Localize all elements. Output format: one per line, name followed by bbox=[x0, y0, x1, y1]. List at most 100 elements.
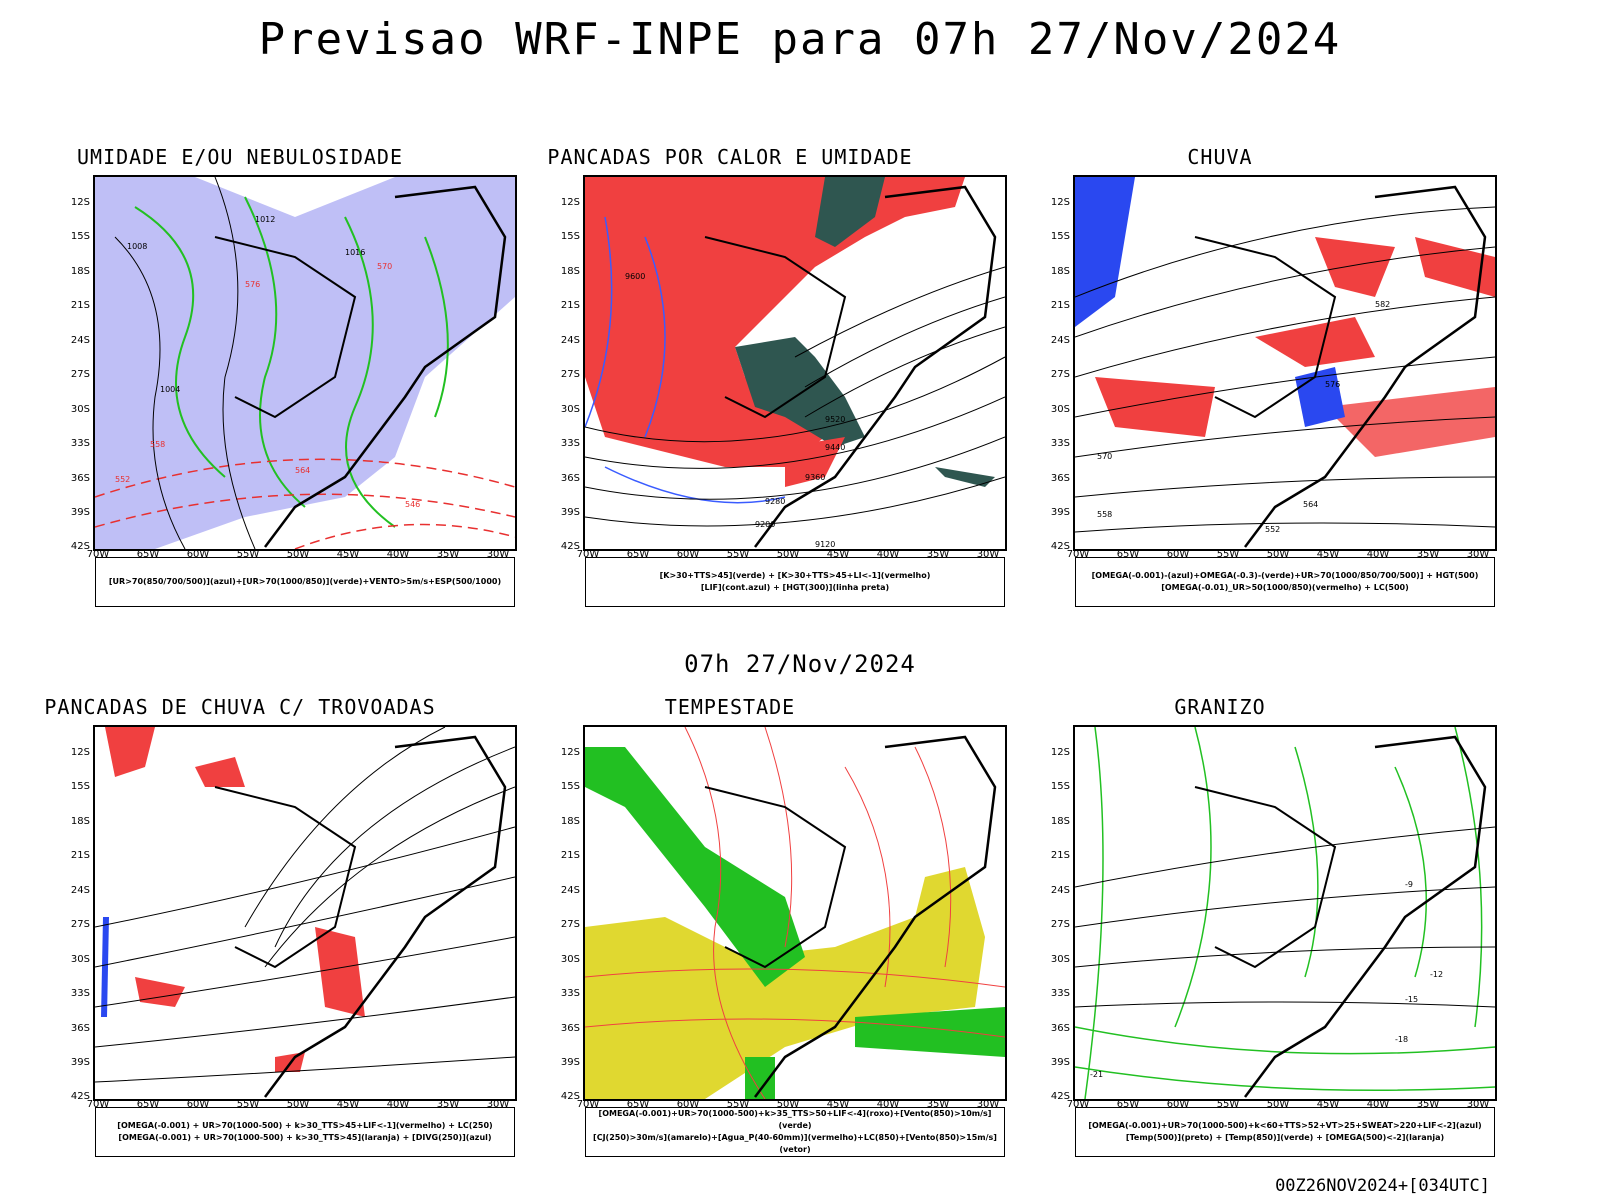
legend-line: [UR>70(850/700/500)](azul)+[UR>70(1000/8… bbox=[108, 577, 502, 586]
lat-label: 12S bbox=[70, 747, 90, 758]
lat-label: 30S bbox=[70, 954, 90, 965]
contour-label: 1012 bbox=[255, 215, 275, 224]
panel-chuva: CHUVA 582 576 570 564 558 552 12S bbox=[980, 145, 1497, 615]
panel-legend: [OMEGA(-0.001)-(azul)+OMEGA(-0.3)-(verde… bbox=[1075, 557, 1495, 607]
lat-label: 39S bbox=[70, 507, 90, 518]
contour-label: 582 bbox=[1375, 300, 1390, 309]
panel-title: PANCADAS POR CALOR E UMIDADE bbox=[547, 145, 913, 169]
contour-label: 1004 bbox=[160, 385, 180, 394]
lon-label: 30W bbox=[486, 1099, 510, 1110]
lat-label: 24S bbox=[560, 885, 580, 896]
lon-label: 40W bbox=[1366, 549, 1390, 560]
lat-label: 39S bbox=[560, 507, 580, 518]
contour-label: 9360 bbox=[805, 473, 825, 482]
lat-label: 12S bbox=[1050, 197, 1070, 208]
map-tempestade bbox=[583, 725, 1007, 1101]
lon-label: 55W bbox=[726, 1099, 750, 1110]
lat-label: 33S bbox=[560, 438, 580, 449]
lat-label: 15S bbox=[560, 781, 580, 792]
lon-label: 55W bbox=[726, 549, 750, 560]
contour-label: 9600 bbox=[625, 272, 645, 281]
legend-line: [CJ(250)>30m/s](amarelo)+[Agua_P(40-60mm… bbox=[593, 1133, 997, 1154]
lon-label: 70W bbox=[1066, 549, 1090, 560]
panel-legend: [OMEGA(-0.001)+UR>70(1000-500)+k>35_TTS>… bbox=[585, 1107, 1005, 1157]
lat-label: 15S bbox=[70, 231, 90, 242]
panel-title: TEMPESTADE bbox=[664, 695, 796, 719]
lon-label: 50W bbox=[1266, 1099, 1290, 1110]
lat-label: 33S bbox=[70, 438, 90, 449]
contour-label: -12 bbox=[1430, 970, 1443, 979]
lat-label: 21S bbox=[560, 300, 580, 311]
lat-label: 18S bbox=[560, 266, 580, 277]
contour-label: 9440 bbox=[825, 443, 845, 452]
lat-label: 18S bbox=[1050, 266, 1070, 277]
lon-label: 35W bbox=[926, 549, 950, 560]
panel-legend: [UR>70(850/700/500)](azul)+[UR>70(1000/8… bbox=[95, 557, 515, 607]
lat-label: 15S bbox=[1050, 781, 1070, 792]
lat-label: 36S bbox=[70, 1023, 90, 1034]
panel-tempestade: TEMPESTADE 12S 15S 18S 21S 24S 27S 30S 3… bbox=[490, 695, 1007, 1165]
contour-label: 9280 bbox=[765, 497, 785, 506]
lat-label: 42S bbox=[70, 541, 90, 552]
run-timestamp: 00Z26NOV2024+[034UTC] bbox=[1275, 1176, 1490, 1196]
lon-label: 45W bbox=[826, 549, 850, 560]
lat-label: 33S bbox=[70, 988, 90, 999]
lon-label: 40W bbox=[876, 549, 900, 560]
lat-label: 18S bbox=[1050, 816, 1070, 827]
lat-label: 42S bbox=[560, 1091, 580, 1102]
lon-label: 50W bbox=[776, 1099, 800, 1110]
lat-label: 27S bbox=[1050, 369, 1070, 380]
lat-label: 42S bbox=[1050, 541, 1070, 552]
lat-label: 21S bbox=[1050, 850, 1070, 861]
lat-label: 33S bbox=[1050, 438, 1070, 449]
lat-label: 27S bbox=[1050, 919, 1070, 930]
lon-label: 45W bbox=[336, 549, 360, 560]
lon-label: 35W bbox=[926, 1099, 950, 1110]
contour-label: -15 bbox=[1405, 995, 1418, 1004]
contour-label: 9200 bbox=[755, 520, 775, 529]
lat-label: 21S bbox=[70, 850, 90, 861]
lon-label: 65W bbox=[1116, 549, 1140, 560]
lat-label: 12S bbox=[560, 747, 580, 758]
lat-label: 27S bbox=[70, 919, 90, 930]
lat-label: 12S bbox=[1050, 747, 1070, 758]
contour-label: -21 bbox=[1090, 1070, 1103, 1079]
lon-label: 50W bbox=[1266, 549, 1290, 560]
lat-label: 24S bbox=[1050, 885, 1070, 896]
lon-label: 30W bbox=[976, 549, 1000, 560]
lat-label: 15S bbox=[560, 231, 580, 242]
lon-label: 50W bbox=[286, 549, 310, 560]
lon-label: 40W bbox=[876, 1099, 900, 1110]
contour-label: 552 bbox=[115, 475, 130, 484]
contour-label: 9120 bbox=[815, 540, 835, 549]
lon-label: 30W bbox=[1466, 1099, 1490, 1110]
lat-label: 42S bbox=[560, 541, 580, 552]
contour-label: 546 bbox=[405, 500, 420, 509]
legend-line: [OMEGA(-0.001)+UR>70(1000-500)+k>35_TTS>… bbox=[598, 1109, 992, 1130]
legend-line: [K>30+TTS>45](verde) + [K>30+TTS>45+LI<-… bbox=[659, 571, 931, 580]
lat-label: 24S bbox=[560, 335, 580, 346]
lon-label: 50W bbox=[286, 1099, 310, 1110]
lon-label: 70W bbox=[576, 1099, 600, 1110]
panel-legend: [OMEGA(-0.001) + UR>70(1000-500) + k>30_… bbox=[95, 1107, 515, 1157]
lat-label: 36S bbox=[1050, 1023, 1070, 1034]
lat-label: 27S bbox=[560, 369, 580, 380]
lon-label: 70W bbox=[86, 549, 110, 560]
contour-label: -18 bbox=[1395, 1035, 1408, 1044]
lon-label: 50W bbox=[776, 549, 800, 560]
legend-line: [OMEGA(-0.001) + UR>70(1000-500) + k>30_… bbox=[117, 1121, 493, 1130]
lat-label: 12S bbox=[560, 197, 580, 208]
lon-label: 70W bbox=[1066, 1099, 1090, 1110]
panel-pancadas-calor: PANCADAS POR CALOR E UMIDADE 9600 9520 9… bbox=[490, 145, 1007, 615]
lon-label: 45W bbox=[1316, 1099, 1340, 1110]
panel-title: CHUVA bbox=[1187, 145, 1253, 169]
map-trovoadas bbox=[93, 725, 517, 1101]
lat-label: 42S bbox=[70, 1091, 90, 1102]
map-chuva: 582 576 570 564 558 552 bbox=[1073, 175, 1497, 551]
lon-label: 65W bbox=[1116, 1099, 1140, 1110]
lat-label: 24S bbox=[70, 885, 90, 896]
lat-label: 39S bbox=[1050, 1057, 1070, 1068]
lon-label: 35W bbox=[436, 1099, 460, 1110]
contour-label: 552 bbox=[1265, 525, 1280, 534]
lon-label: 55W bbox=[1216, 1099, 1240, 1110]
